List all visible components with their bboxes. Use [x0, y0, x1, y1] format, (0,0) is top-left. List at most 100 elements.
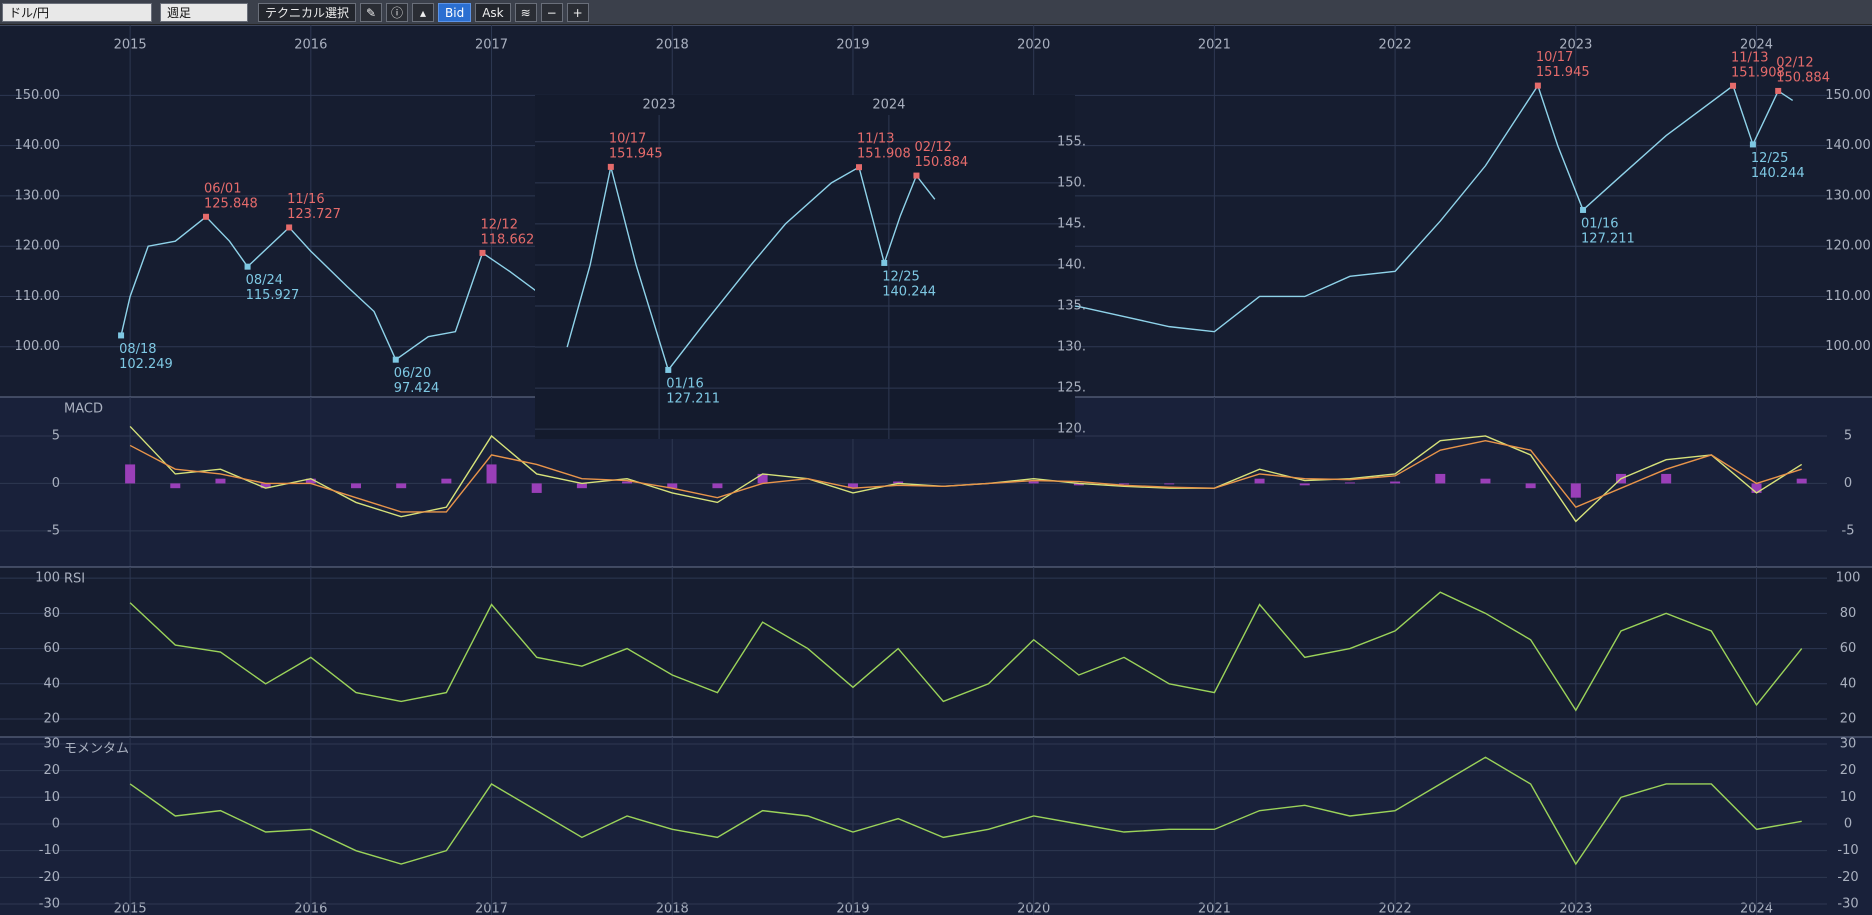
y-tick-label: 130.00: [1825, 188, 1871, 203]
histogram-bar: [1480, 478, 1491, 484]
x-tick-label: 2018: [656, 38, 689, 53]
annotation-date: 10/17: [1536, 50, 1573, 65]
y-tick-label: 150.00: [15, 88, 61, 103]
x-tick-label: 2023: [643, 98, 676, 113]
histogram-bar: [1525, 483, 1536, 489]
y-tick-label: 100: [1836, 571, 1861, 586]
histogram-bar: [351, 483, 362, 489]
technical-select[interactable]: テクニカル選択: [258, 2, 356, 22]
y-tick-label: 80: [43, 606, 60, 621]
y-tick-label: 20: [1840, 712, 1857, 727]
ask-button[interactable]: Ask: [475, 2, 511, 22]
y-tick-label: 130.00: [15, 188, 61, 203]
pair-select[interactable]: ドル/円: [2, 2, 152, 22]
series-line: [566, 166, 936, 372]
histogram-bar: [260, 483, 271, 489]
panel-title: モメンタム: [64, 742, 129, 757]
panel-title: MACD: [64, 402, 103, 417]
period-select[interactable]: 週足: [160, 2, 248, 22]
zoom-in[interactable]: +: [566, 2, 589, 22]
draw-tool[interactable]: ✎: [360, 2, 382, 22]
y-tick-label: -10: [1837, 843, 1858, 858]
y-tick-label: -10: [39, 843, 60, 858]
y-tick-label: 5: [52, 428, 60, 443]
panel: 2015 2016 2017 2018 2019 2020 2021 2022 2023 2024…: [0, 736, 1872, 915]
annotation-value: 127.211: [1581, 231, 1635, 246]
x-tick-label: 2018: [656, 902, 689, 915]
annotation-marker: [1775, 87, 1782, 94]
annotation-date: 06/20: [394, 366, 431, 381]
annotation-date: 12/25: [1751, 151, 1788, 166]
annotation-marker: [479, 249, 486, 256]
x-tick-label: 2017: [475, 902, 508, 915]
annotation-date: 11/13: [1731, 50, 1768, 65]
annotation-marker: [1749, 141, 1756, 148]
histogram-bar: [1164, 483, 1175, 485]
annotation-date: 11/13: [857, 132, 894, 147]
indicator-button[interactable]: ≋: [514, 2, 537, 22]
annotation-value: 125.848: [204, 196, 258, 211]
annotation-value: 123.727: [287, 207, 341, 222]
annotation-value: 115.927: [246, 288, 300, 303]
histogram-bar: [486, 464, 497, 484]
histogram-bar: [1435, 473, 1446, 484]
annotation-date: 06/01: [204, 181, 241, 196]
y-tick-label: -5: [1842, 523, 1855, 538]
x-tick-label: 2024: [1740, 902, 1773, 915]
histogram-bar: [396, 483, 407, 489]
x-tick-label: 2023: [1559, 38, 1592, 53]
y-tick-label: 0: [1844, 816, 1852, 831]
y-tick-label: -20: [39, 870, 60, 885]
inset-chart: 2023 2024 120. 125. 130. 135. 140. 145. 150. 155.…: [535, 95, 1086, 439]
x-tick-label: 2020: [1017, 38, 1050, 53]
annotation-marker: [203, 213, 210, 220]
zoom-out[interactable]: −: [540, 2, 563, 22]
x-tick-label: 2017: [475, 38, 508, 53]
histogram-bar: [847, 483, 858, 489]
y-tick-label: -30: [39, 897, 60, 912]
histogram-bar: [893, 481, 904, 484]
annotation-date: 12/25: [882, 269, 919, 284]
x-tick-label: 2016: [294, 38, 327, 53]
series-line: [129, 591, 1803, 712]
y-tick-label: 100.00: [1825, 339, 1871, 354]
panel-title: RSI: [64, 572, 85, 587]
y-tick-label: 10: [43, 790, 60, 805]
y-tick-label: 20: [1840, 763, 1857, 778]
y-tick-label: 0: [52, 816, 60, 831]
histogram-bar: [531, 483, 542, 493]
annotation-date: 12/12: [481, 217, 518, 232]
panel-background: [0, 737, 1872, 915]
bid-button[interactable]: Bid: [438, 2, 472, 22]
annotation-value: 118.662: [481, 232, 535, 247]
histogram-bar: [1661, 473, 1672, 484]
annotation-value: 102.249: [119, 357, 173, 372]
x-tick-label: 2024: [1740, 38, 1773, 53]
panel-background: [0, 567, 1872, 737]
x-tick-label: 2021: [1198, 38, 1231, 53]
annotation-value: 151.945: [1536, 65, 1590, 80]
y-tick-label: 135.: [1057, 298, 1086, 313]
annotation-marker: [856, 164, 862, 171]
annotation-marker: [244, 263, 251, 270]
histogram-bar: [1028, 481, 1039, 484]
chart-style[interactable]: ▴: [412, 2, 434, 22]
x-tick-label: 2021: [1198, 902, 1231, 915]
y-tick-label: 150.00: [1825, 88, 1871, 103]
y-tick-label: 110.00: [15, 289, 61, 304]
toolbar: ドル/円 週足 テクニカル選択 ✎ ⓘ ▴ Bid Ask ≋ − +: [0, 0, 1872, 25]
series-line: [129, 439, 1802, 513]
histogram-bar: [712, 483, 723, 489]
y-tick-label: 40: [43, 676, 60, 691]
y-tick-label: 30: [43, 736, 60, 751]
annotation-date: 10/17: [609, 131, 646, 146]
x-tick-label: 2019: [836, 902, 869, 915]
histogram-bar: [667, 483, 678, 489]
info-button[interactable]: ⓘ: [386, 2, 408, 22]
histogram-bar: [1344, 482, 1355, 484]
annotation-date: 11/16: [287, 192, 324, 207]
y-tick-label: 20: [43, 763, 60, 778]
y-tick-label: 140.00: [15, 138, 61, 153]
y-tick-label: 120.: [1057, 422, 1086, 437]
histogram-bar: [1073, 483, 1084, 486]
